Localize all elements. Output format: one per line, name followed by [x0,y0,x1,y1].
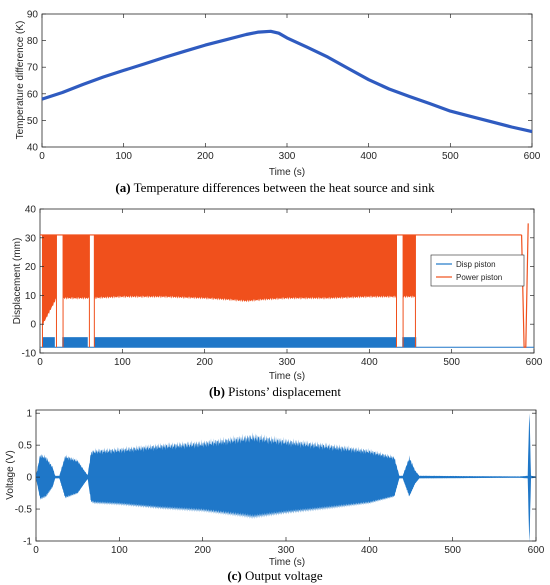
caption-a-text: Temperature differences between the heat… [131,180,435,195]
x-tick-label: 500 [444,545,461,556]
y-tick-label: -0.5 [15,505,33,516]
power-piston-band [42,234,57,325]
x-tick-label: 100 [114,357,131,368]
x-tick-label: 400 [360,151,377,162]
power-piston-band [403,234,416,299]
x-axis-label-a: Time (s) [269,167,305,178]
x-tick-label: 200 [194,545,211,556]
x-tick-label: 200 [197,151,214,162]
y-tick-label: 40 [25,205,37,216]
series-group-a [41,29,533,134]
legend-box [430,254,525,287]
y-tick-label: 0 [30,320,36,331]
disp-piston-band [94,337,397,348]
power-piston-final-drop [521,223,529,348]
x-tick-label: 400 [361,357,378,368]
y-axis-label-b: Displacement (mm) [12,238,23,325]
y-tick-label: 10 [25,291,37,302]
x-tick-label: 0 [33,545,39,556]
y-tick-label: 70 [27,63,39,74]
y-ticks-b: -10 0 10 20 30 40 [22,205,534,360]
x-tick-label: 300 [279,357,296,368]
x-tick-label: 400 [361,545,378,556]
y-tick-label: 50 [27,116,39,127]
legend-label-power-piston: Power piston [456,273,502,282]
x-tick-label: 500 [442,151,459,162]
x-ticks-a: 0 100 200 300 400 500 600 [39,14,541,162]
y-tick-label: 30 [25,233,37,244]
legend-b: Disp piston Power piston [430,254,525,287]
x-tick-label: 0 [39,151,45,162]
disp-piston-band [62,337,88,348]
x-tick-label: 500 [443,357,460,368]
y-tick-label: 40 [27,143,39,154]
y-tick-label: 80 [27,36,39,47]
y-tick-label: 1 [26,409,32,420]
plot-area-a [41,13,533,148]
x-tick-label: 300 [279,151,296,162]
power-piston-band [94,234,397,303]
x-tick-label: 0 [37,357,43,368]
y-ticks-c: -1 -0.5 0 0.5 1 [15,409,536,548]
power-piston-band [63,234,90,300]
x-axis-label-b: Time (s) [269,371,305,382]
x-ticks-c: 0 100 200 300 400 500 600 [33,410,545,556]
y-tick-label: 20 [25,262,37,273]
caption-b-text: Pistons’ displacement [225,384,341,399]
series-group-c [36,413,536,543]
x-tick-label: 300 [278,545,295,556]
caption-c-letter: (c) [227,568,241,583]
y-tick-label: 60 [27,89,39,100]
y-tick-label: 90 [27,10,39,21]
caption-c: (c) Output voltage [227,568,323,583]
y-tick-label: -1 [23,537,32,548]
caption-a-letter: (a) [115,180,130,195]
y-axis-label-c: Voltage (V) [5,450,16,499]
temperature-difference-line [41,29,533,134]
legend-label-disp-piston: Disp piston [456,260,496,269]
series-group-b [40,223,534,348]
x-tick-label: 600 [526,357,543,368]
x-tick-label: 600 [528,545,545,556]
x-axis-label-c: Time (s) [269,557,305,568]
panel-a-temperature: 0 100 200 300 400 500 600 40 50 60 70 80 90 Time (s… [15,10,541,196]
caption-b-letter: (b) [209,384,225,399]
x-tick-label: 600 [524,151,541,162]
y-ticks-a: 40 50 60 70 80 90 [27,10,532,154]
y-tick-label: 0 [26,473,32,484]
voltage-envelope [36,413,536,543]
x-tick-label: 200 [196,357,213,368]
x-tick-label: 100 [111,545,128,556]
caption-c-text: Output voltage [242,568,323,583]
panel-c-voltage: 0 100 200 300 400 500 600 -1 -0.5 0 0.5 1 Time (s)… [5,409,545,583]
y-tick-label: -10 [22,349,37,360]
y-tick-label: 0.5 [18,441,32,452]
caption-a: (a) Temperature differences between the … [115,180,435,195]
disp-piston-band [402,337,417,348]
caption-b: (b) Pistons’ displacement [209,384,341,399]
y-axis-label-a: Temperature difference (K) [15,21,26,140]
x-ticks-b: 0 100 200 300 400 500 600 [37,209,543,368]
x-tick-label: 100 [115,151,132,162]
disp-piston-band [42,337,55,348]
